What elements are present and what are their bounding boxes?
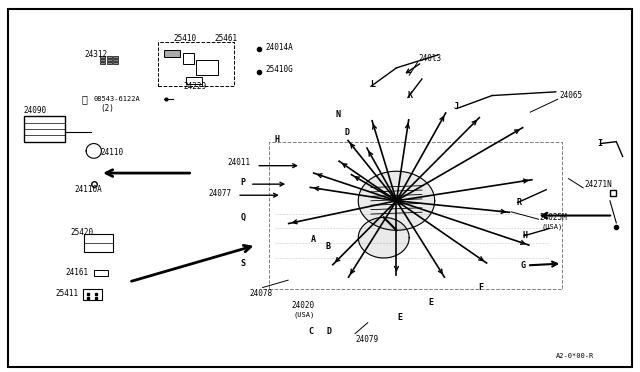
Text: 25411: 25411 bbox=[56, 289, 79, 298]
Bar bbox=[113, 59, 118, 61]
Text: G: G bbox=[521, 261, 525, 270]
Text: 24110A: 24110A bbox=[75, 185, 102, 194]
Text: 24078: 24078 bbox=[250, 289, 273, 298]
Text: A2-0*00-R: A2-0*00-R bbox=[556, 353, 594, 359]
Bar bbox=[100, 56, 105, 58]
Bar bbox=[164, 50, 180, 57]
Polygon shape bbox=[358, 217, 409, 258]
Text: E: E bbox=[428, 298, 433, 307]
Text: P: P bbox=[241, 178, 245, 187]
Bar bbox=[186, 77, 202, 84]
Bar bbox=[94, 270, 108, 276]
Bar bbox=[157, 42, 234, 86]
Text: E: E bbox=[397, 312, 403, 321]
Bar bbox=[113, 56, 118, 58]
Text: D: D bbox=[326, 327, 332, 336]
Text: J: J bbox=[454, 102, 459, 111]
Text: (USA): (USA) bbox=[293, 311, 314, 318]
Text: 24011: 24011 bbox=[228, 157, 251, 167]
Bar bbox=[24, 116, 65, 142]
Text: 08543-6122A: 08543-6122A bbox=[94, 96, 141, 102]
Text: 24077: 24077 bbox=[209, 189, 232, 198]
Bar bbox=[106, 59, 111, 61]
Text: B: B bbox=[325, 243, 330, 251]
Bar bbox=[183, 53, 195, 64]
Text: 25420: 25420 bbox=[70, 228, 93, 237]
Text: (USA): (USA) bbox=[541, 223, 563, 230]
Text: Ⓢ: Ⓢ bbox=[81, 94, 87, 104]
Bar bbox=[113, 62, 118, 64]
Polygon shape bbox=[358, 171, 435, 230]
Bar bbox=[100, 59, 105, 61]
Bar bbox=[106, 62, 111, 64]
Text: A: A bbox=[310, 235, 316, 244]
Text: 24312: 24312 bbox=[84, 51, 108, 60]
Bar bbox=[84, 234, 113, 253]
Text: 24014A: 24014A bbox=[266, 43, 294, 52]
Text: 24065: 24065 bbox=[559, 91, 582, 100]
Text: I: I bbox=[597, 139, 602, 148]
Text: 24271N: 24271N bbox=[584, 180, 612, 189]
Text: 25410: 25410 bbox=[173, 34, 196, 43]
Text: F: F bbox=[478, 283, 483, 292]
Text: 25410G: 25410G bbox=[266, 65, 294, 74]
Text: K: K bbox=[408, 91, 413, 100]
Text: S: S bbox=[241, 259, 245, 268]
Text: H: H bbox=[274, 135, 279, 144]
Text: C: C bbox=[308, 327, 314, 336]
Text: N: N bbox=[336, 109, 341, 119]
Text: 24020: 24020 bbox=[291, 301, 314, 311]
Text: Q: Q bbox=[241, 213, 245, 222]
Text: R: R bbox=[516, 198, 521, 207]
Text: 24079: 24079 bbox=[355, 335, 378, 344]
Text: 240l3: 240l3 bbox=[419, 54, 442, 63]
Bar bbox=[100, 62, 105, 64]
Bar bbox=[196, 61, 218, 75]
Text: D: D bbox=[344, 128, 349, 137]
Text: 25461: 25461 bbox=[215, 34, 238, 43]
Text: H: H bbox=[523, 231, 527, 240]
Text: 24090: 24090 bbox=[24, 106, 47, 115]
Text: 24229: 24229 bbox=[183, 82, 206, 91]
Bar bbox=[83, 289, 102, 301]
Text: (2): (2) bbox=[100, 104, 114, 113]
Text: L: L bbox=[370, 80, 374, 89]
Text: 24025M: 24025M bbox=[540, 213, 568, 222]
Text: 24161: 24161 bbox=[65, 268, 88, 277]
Bar bbox=[106, 56, 111, 58]
Text: 24110: 24110 bbox=[100, 148, 124, 157]
